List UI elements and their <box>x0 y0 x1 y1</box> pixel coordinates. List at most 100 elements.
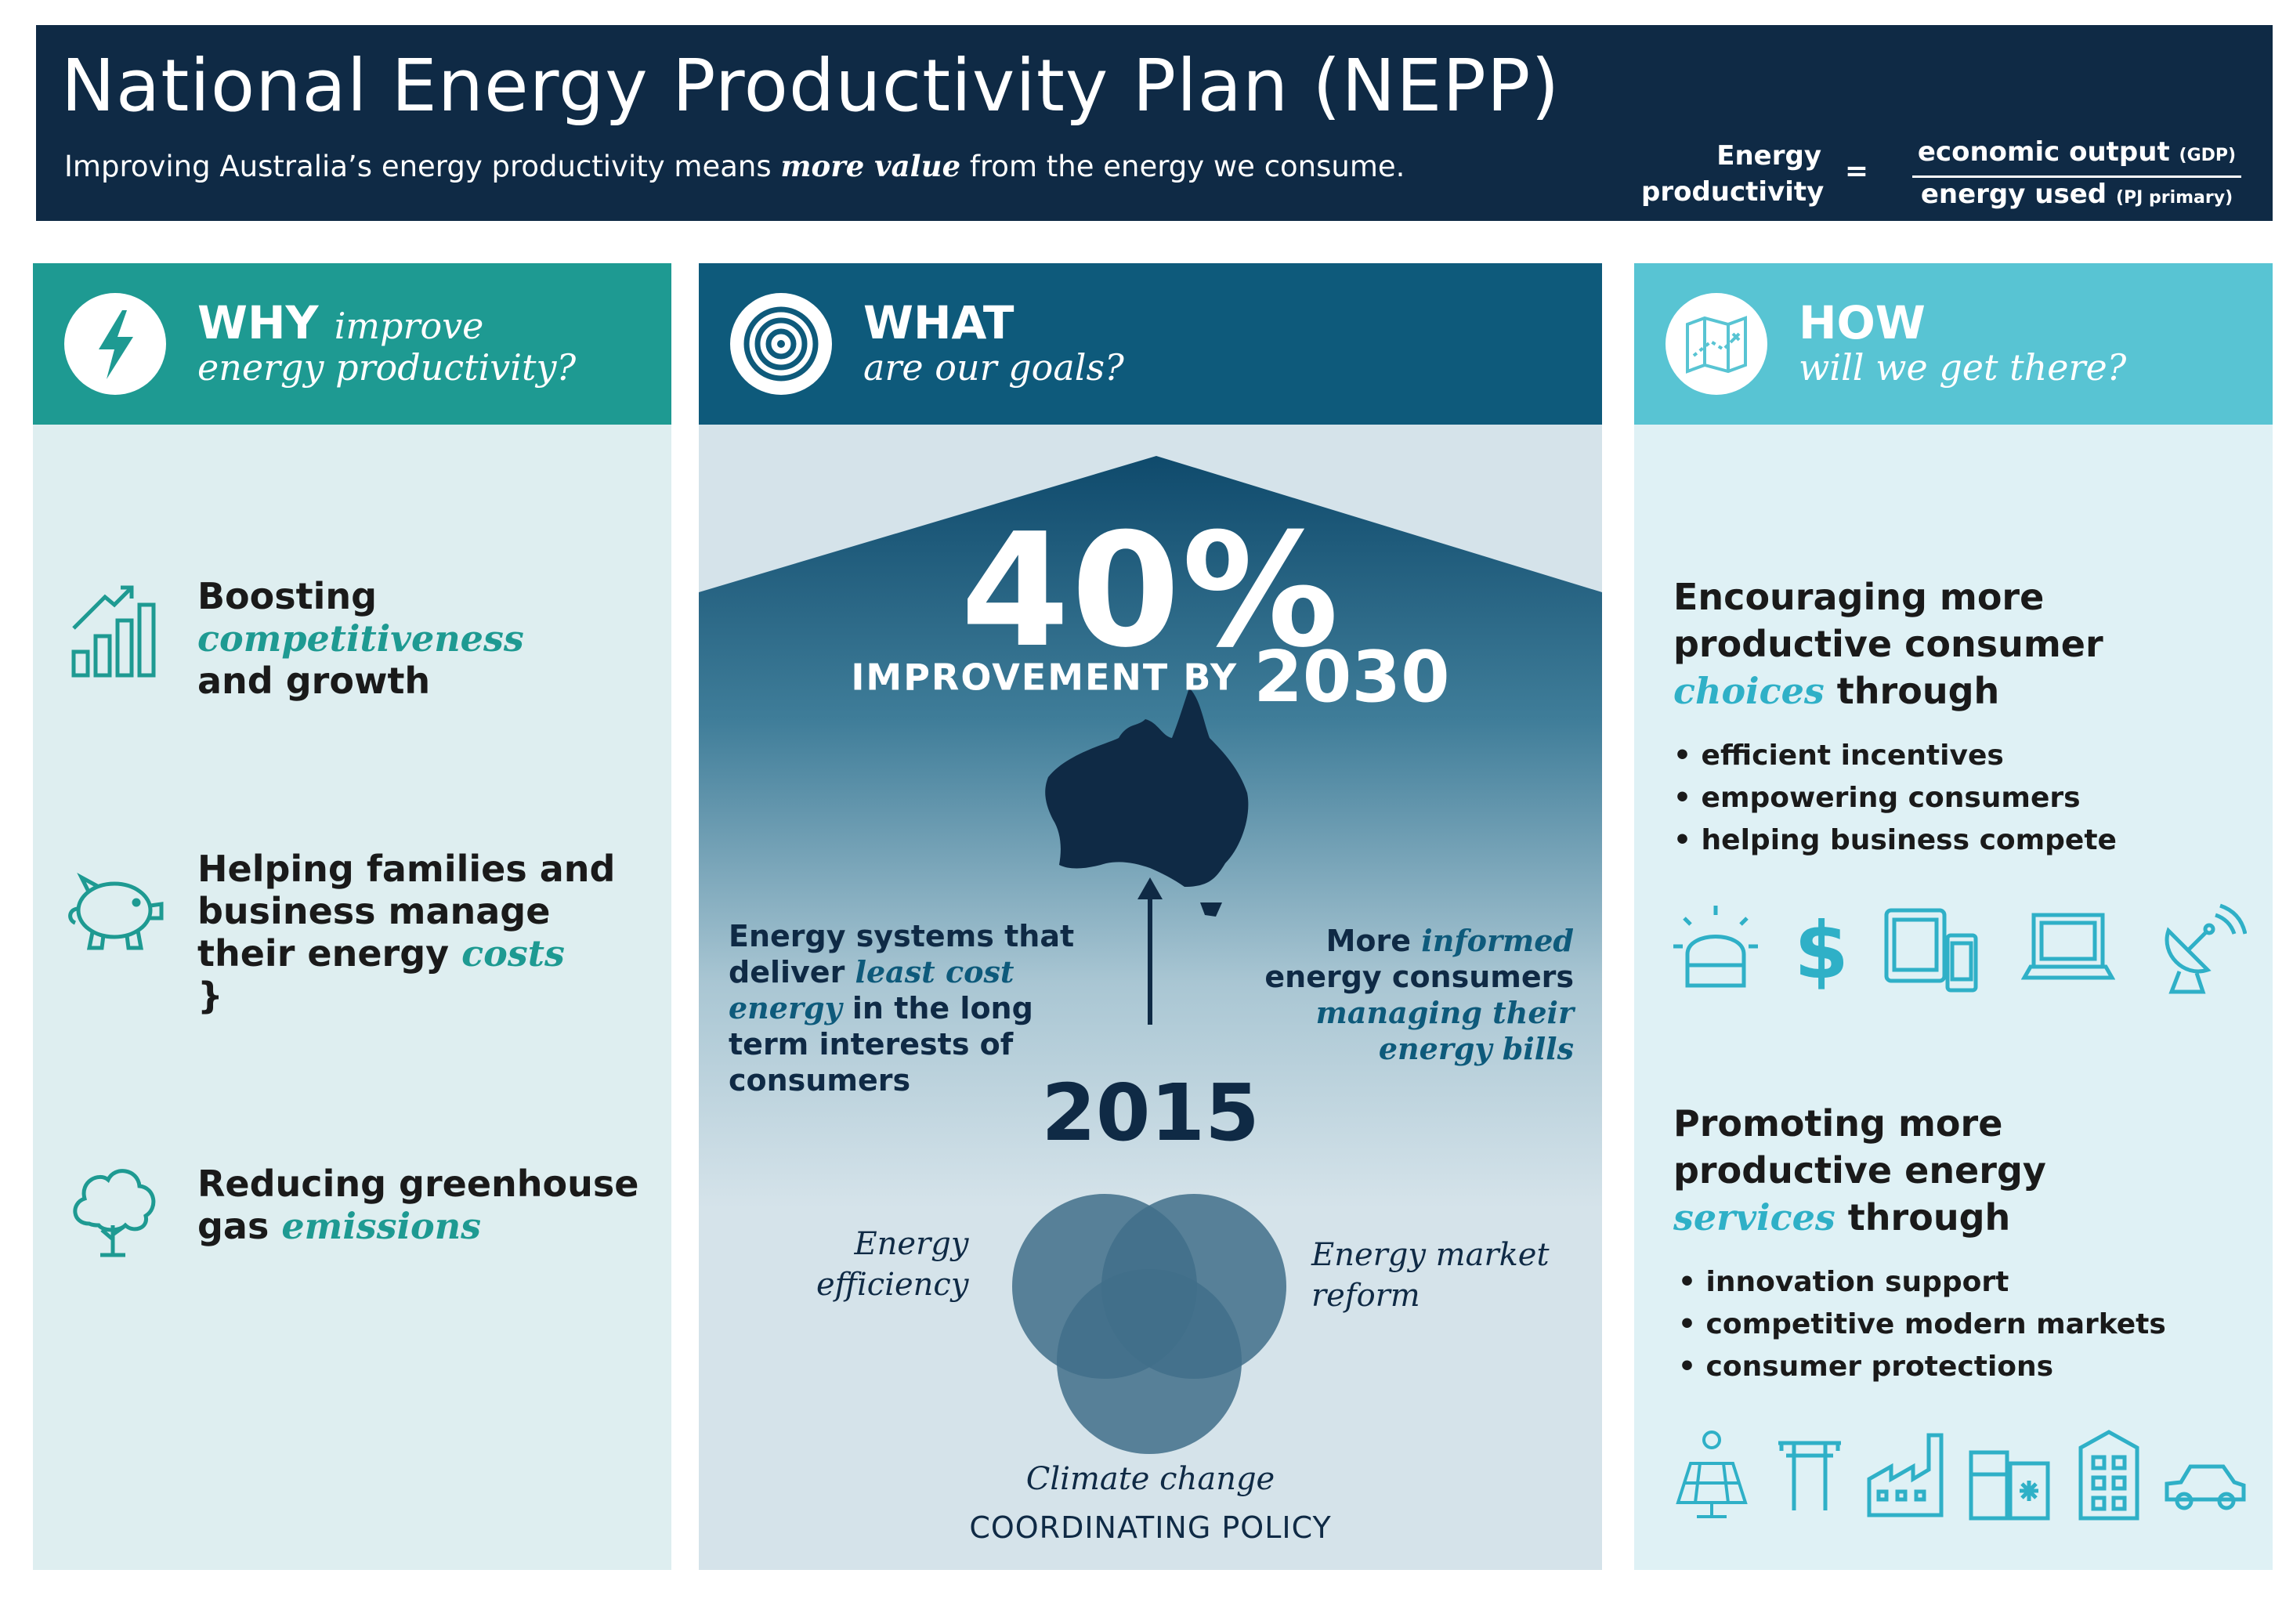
how-title: HOW <box>1799 296 1926 349</box>
solar-panel-icon <box>1676 1430 1748 1518</box>
why-item1-line3: and growth <box>197 660 431 702</box>
goal-right-line3: managing their <box>1315 995 1574 1030</box>
goal-right-line1: More informed <box>1264 923 1574 959</box>
dollar-icon: $ <box>1794 905 1849 996</box>
subtitle-start: Improving Australia’s energy productivit… <box>64 150 781 183</box>
policy-venn-diagram <box>1012 1194 1286 1454</box>
car-icon <box>2165 1464 2246 1510</box>
why-item3-line2: gas emissions <box>197 1205 638 1247</box>
list-item: innovation support <box>1678 1261 2166 1304</box>
formula-label-line2: productivity <box>1641 176 1825 208</box>
piggy-bank-icon <box>58 854 168 964</box>
what-title: WHAT <box>863 296 1014 349</box>
how-s1-line3: choices through <box>1673 667 2103 714</box>
goal-right-line1-pre: More <box>1326 924 1422 958</box>
why-item2-emphasis: costs <box>461 932 565 975</box>
how-s1-bullet-list: efficient incentives empowering consumer… <box>1673 735 2117 862</box>
page-title: National Energy Productivity Plan (NEPP) <box>61 44 1561 128</box>
what-header: WHAT are our goals? <box>699 263 1602 425</box>
how-s2-line1: Promoting more <box>1673 1102 2003 1145</box>
progress-arrow-head <box>1137 877 1163 899</box>
goal-left-line2-pre: deliver <box>729 955 855 989</box>
productivity-formula: Energy productivity = economic output (G… <box>1536 135 2241 213</box>
how-s1-line2: productive consumer <box>1673 623 2103 665</box>
goal-left-line5: consumers <box>729 1063 911 1098</box>
improvement-label: IMPROVEMENT BY <box>851 656 1239 699</box>
devices-icon <box>1884 908 1978 993</box>
why-item3-line2-pre: gas <box>197 1205 282 1247</box>
goal-left-line1: Energy systems that <box>729 919 1075 953</box>
why-title: WHY improve <box>197 296 483 349</box>
how-subtitle: will we get there? <box>1799 346 2127 389</box>
goal-left-line2: deliver least cost <box>729 954 1074 990</box>
consumer-icons-row: $ <box>1669 899 2248 1001</box>
goal-left-line4: term interests of <box>729 1027 1014 1062</box>
venn-label-efficiency-2: efficiency <box>816 1267 969 1303</box>
numerator-text: economic output <box>1917 136 2170 168</box>
goal-left-line3-post: in the long <box>841 991 1033 1025</box>
goal-left-line3: energy in the long <box>729 990 1074 1026</box>
target-icon <box>730 293 832 395</box>
lightning-icon <box>64 293 166 395</box>
list-item: efficient incentives <box>1673 735 2117 777</box>
list-item: competitive modern markets <box>1678 1304 2166 1346</box>
improvement-line: IMPROVEMENT BY 2030 <box>699 636 1602 718</box>
svg-text:$: $ <box>1794 905 1849 996</box>
how-s2-bullet-list: innovation support competitive modern ma… <box>1678 1261 2166 1388</box>
target-year: 2030 <box>1253 636 1450 718</box>
laptop-icon <box>2021 913 2115 980</box>
how-s2-line2: productive energy <box>1673 1149 2046 1192</box>
how-s1-emph: choices <box>1673 670 1825 712</box>
subtitle-emphasis: more value <box>780 149 961 183</box>
goal-informed-consumers: More informed energy consumers managing … <box>1264 923 1574 1067</box>
list-item: helping business compete <box>1673 819 2117 862</box>
venn-label-efficiency: Energy efficiency <box>816 1224 968 1305</box>
target-percent: 40% <box>960 500 1340 682</box>
venn-label-climate: Climate change <box>1025 1461 1275 1497</box>
why-header: WHY improve energy productivity? <box>33 263 671 425</box>
australia-map <box>1045 688 1249 917</box>
how-energy-services-heading: Promoting more productive energy service… <box>1673 1100 2046 1241</box>
why-item3-emphasis: emissions <box>281 1205 482 1247</box>
venn-label-market: Energy market reform <box>1311 1235 1550 1316</box>
how-body: Encouraging more productive consumer cho… <box>1634 425 2273 1570</box>
formula-label: Energy productivity <box>1641 138 1825 210</box>
why-body: Boosting competitiveness and growth Help… <box>33 425 671 1570</box>
why-item2-line3-pre: their energy <box>197 932 462 975</box>
formula-equals: = <box>1844 155 1868 187</box>
what-subtitle: are our goals? <box>863 346 1124 389</box>
denominator-unit: (PJ primary) <box>2115 188 2233 208</box>
light-icon <box>1673 906 1758 988</box>
how-s2-line3-post: through <box>1835 1196 2011 1239</box>
service-icons-row <box>1669 1424 2248 1526</box>
venn-label-market-1: Energy market <box>1311 1237 1550 1273</box>
building-icon <box>2078 1430 2139 1521</box>
formula-numerator: economic output (GDP) <box>1912 136 2241 168</box>
how-s1-line3-post: through <box>1824 670 2000 712</box>
page-subtitle: Improving Australia’s energy productivit… <box>64 149 1405 183</box>
venn-circle-climate <box>1057 1269 1242 1454</box>
base-year: 2015 <box>1041 1067 1260 1159</box>
goal-left-line3-emph: energy <box>729 990 842 1025</box>
venn-label-efficiency-1: Energy <box>854 1226 969 1262</box>
appliances-icon <box>1969 1450 2050 1521</box>
why-item2-line2: business manage <box>197 890 551 932</box>
map-icon <box>1665 293 1767 395</box>
power-pole-icon <box>1778 1441 1841 1510</box>
goal-right-line2: energy consumers <box>1264 960 1574 994</box>
why-title-italic: improve <box>334 305 484 347</box>
denominator-text: energy used <box>1920 179 2107 210</box>
why-item1-emphasis: competitiveness <box>197 617 524 660</box>
why-item-emissions: Reducing greenhouse gas emissions <box>197 1163 638 1247</box>
subtitle-end: from the energy we consume. <box>960 150 1405 183</box>
goal-right-line4: energy bills <box>1378 1031 1574 1066</box>
what-body: 40% IMPROVEMENT BY 2030 Energy systems th… <box>699 425 1602 1570</box>
goal-left-line2-emph: least cost <box>855 954 1014 989</box>
formula-denominator: energy used (PJ primary) <box>1912 179 2241 210</box>
how-header: HOW will we get there? <box>1634 263 2273 425</box>
why-subtitle: energy productivity? <box>197 346 577 389</box>
numerator-unit: (GDP) <box>2179 146 2237 165</box>
fraction-bar <box>1912 175 2241 178</box>
how-consumer-choices-heading: Encouraging more productive consumer cho… <box>1673 573 2103 714</box>
why-item2-line3: their energy costs <box>197 932 615 975</box>
